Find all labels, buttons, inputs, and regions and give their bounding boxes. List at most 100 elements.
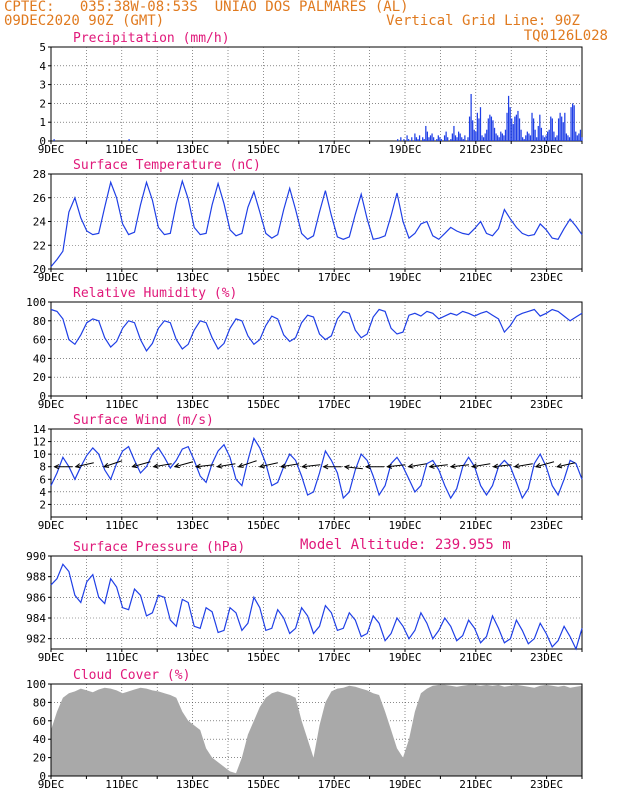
x-tick-label: 17DEC: [318, 778, 351, 791]
wind-arrowhead: [428, 463, 435, 469]
y-tick-label: 5: [39, 41, 46, 54]
precip-bar: [578, 133, 580, 141]
precip-bar: [565, 133, 568, 141]
panel-title: Cloud Cover (%): [73, 668, 190, 683]
x-tick-label: 9DEC: [38, 778, 65, 791]
x-tick-label: 13DEC: [176, 778, 209, 791]
x-tick-label: 11DEC: [105, 778, 138, 791]
wind-vector: [535, 461, 555, 468]
y-tick-label: 988: [26, 571, 46, 584]
series-line: [50, 179, 583, 267]
precip-bar: [562, 122, 564, 141]
x-tick-label: 15DEC: [247, 778, 280, 791]
precip-bar: [504, 129, 507, 141]
y-tick-label: 0: [39, 770, 46, 783]
precip-bar: [503, 135, 505, 141]
wind-vector: [302, 464, 321, 468]
precip-bar: [526, 131, 528, 141]
x-tick-label: 19DEC: [388, 271, 421, 284]
wind-vector: [153, 463, 172, 468]
y-tick-label: 2: [39, 97, 46, 110]
precip-bar: [548, 129, 550, 141]
x-tick-label: 23DEC: [530, 143, 563, 156]
x-tick-label: 23DEC: [530, 778, 563, 791]
precip-bar: [481, 135, 483, 141]
wind-vector: [196, 464, 215, 468]
precip-bar: [542, 135, 544, 141]
y-tick-label: 984: [26, 612, 46, 625]
wind-arrowhead: [386, 463, 393, 469]
x-tick-label: 13DEC: [176, 651, 209, 664]
precip-bar: [514, 116, 516, 141]
y-tick-label: 100: [26, 678, 46, 691]
x-tick-label: 23DEC: [530, 519, 563, 532]
wind-arrowhead: [194, 463, 202, 469]
precip-bar: [532, 118, 535, 141]
y-tick-label: 982: [26, 633, 46, 646]
x-tick-label: 13DEC: [176, 398, 209, 411]
precip-bar: [506, 112, 508, 141]
x-tick-label: 9DEC: [38, 143, 65, 156]
panel-title: Precipitation (mm/h): [73, 31, 230, 46]
x-tick-label: 11DEC: [105, 398, 138, 411]
wind-arrowhead: [74, 463, 81, 469]
wind-arrowhead: [258, 463, 265, 469]
series-line: [50, 563, 583, 651]
y-tick-label: 6: [39, 473, 46, 486]
x-tick-label: 9DEC: [38, 271, 65, 284]
precip-bar: [411, 137, 413, 141]
x-tick-label: 11DEC: [105, 519, 138, 532]
precip-bar: [523, 139, 525, 141]
x-tick-label: 21DEC: [459, 398, 492, 411]
y-tick-label: 990: [26, 550, 46, 563]
precip-bar: [512, 124, 514, 141]
x-tick-label: 9DEC: [38, 651, 65, 664]
y-tick-label: 20: [33, 263, 46, 276]
precip-bar: [500, 131, 502, 141]
x-tick-label: 11DEC: [105, 271, 138, 284]
precip-bar: [497, 135, 499, 141]
precip-bar: [525, 135, 527, 141]
precip-bar: [515, 114, 518, 141]
precip-bar: [468, 116, 471, 141]
y-tick-label: 28: [33, 168, 46, 181]
series-line: [50, 308, 583, 352]
wind-vector: [493, 464, 512, 468]
wind-vector: [387, 464, 406, 468]
precip-bar: [561, 116, 563, 141]
precip-bar: [439, 137, 441, 141]
x-tick-label: 19DEC: [388, 519, 421, 532]
x-tick-label: 13DEC: [176, 143, 209, 156]
precip-bar: [581, 137, 583, 141]
precip-bar: [553, 131, 555, 141]
panel-frame-3: [50, 428, 583, 518]
wind-arrowhead: [237, 462, 244, 468]
precip-bar: [450, 139, 452, 141]
y-tick-label: 60: [33, 715, 46, 728]
wind-vector: [75, 462, 94, 468]
y-tick-label: 3: [39, 79, 46, 92]
cloud-area: [51, 684, 582, 776]
precip-bar: [531, 112, 533, 141]
x-tick-label: 13DEC: [176, 271, 209, 284]
x-tick-label: 15DEC: [247, 271, 280, 284]
precip-bar: [493, 127, 496, 141]
y-tick-label: 986: [26, 591, 46, 604]
precip-bar: [529, 135, 532, 141]
model-altitude: Model Altitude: 239.955 m: [300, 537, 511, 553]
wind-arrowhead: [364, 464, 371, 470]
x-tick-label: 17DEC: [318, 519, 351, 532]
x-tick-label: 21DEC: [459, 143, 492, 156]
precip-bar: [453, 125, 455, 141]
precip-bar: [543, 137, 546, 141]
header-model-code: TQ0126L028: [523, 28, 608, 44]
precip-bar: [462, 139, 464, 141]
precip-bar: [537, 125, 539, 141]
precip-bar: [568, 137, 571, 141]
precip-bar: [464, 135, 466, 141]
precip-bar: [570, 107, 572, 141]
precip-bar: [520, 129, 522, 141]
wind-vector: [472, 463, 491, 468]
precip-bar: [536, 137, 538, 141]
panel-title: Surface Wind (m/s): [73, 413, 214, 428]
